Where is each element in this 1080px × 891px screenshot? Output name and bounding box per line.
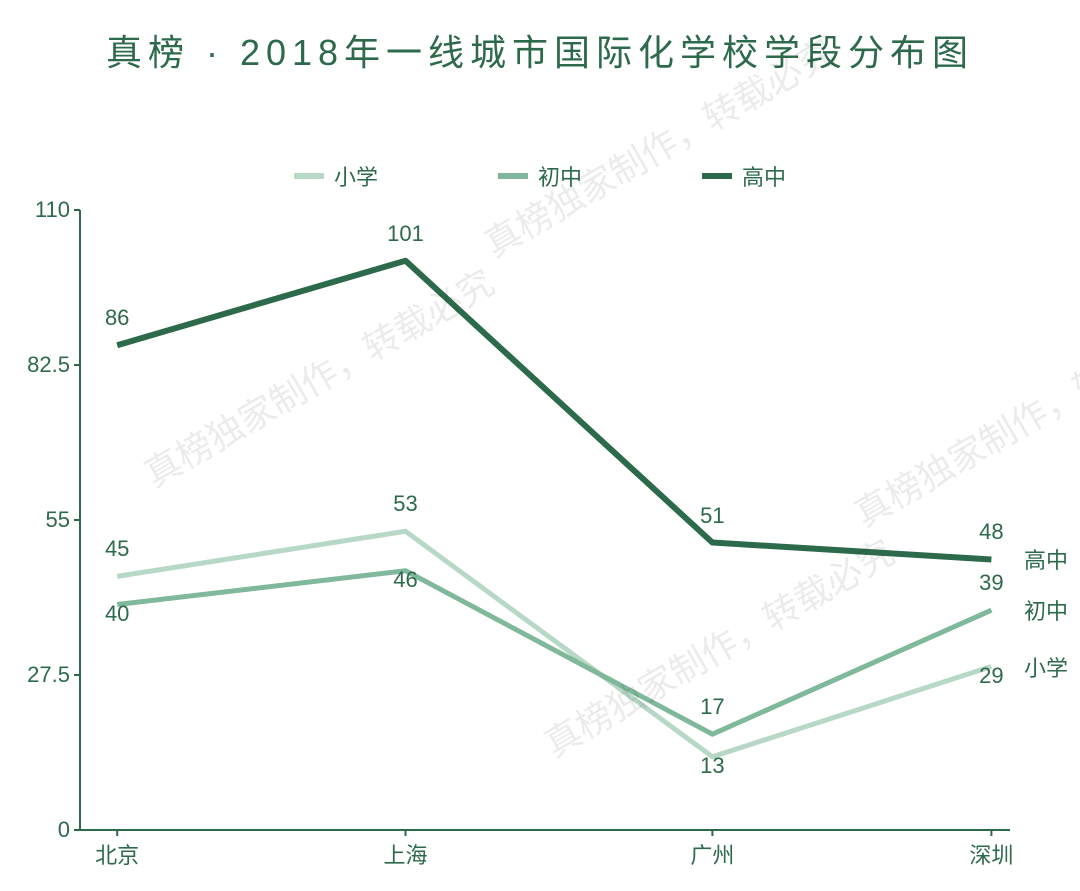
data-label: 13	[700, 753, 724, 779]
legend-item: 小学	[294, 160, 378, 192]
y-axis-tick: 82.5	[10, 352, 70, 378]
y-axis-tick: 55	[10, 507, 70, 533]
data-label: 17	[700, 694, 724, 720]
x-axis-tick: 深圳	[969, 838, 1013, 870]
series-end-label: 高中	[1024, 543, 1068, 575]
y-axis-tick: 110	[10, 197, 70, 223]
data-label: 86	[105, 305, 129, 331]
data-label: 53	[393, 491, 417, 517]
legend: 小学 初中 高中	[0, 160, 1080, 192]
legend-swatch	[498, 173, 528, 179]
data-label: 48	[979, 519, 1003, 545]
data-label: 29	[979, 663, 1003, 689]
data-label: 51	[700, 503, 724, 529]
data-label: 39	[979, 570, 1003, 596]
legend-item: 高中	[702, 160, 786, 192]
data-label: 40	[105, 601, 129, 627]
axes	[80, 210, 1010, 830]
x-axis-tick: 上海	[383, 838, 427, 870]
legend-label: 高中	[742, 160, 786, 192]
series-end-label: 初中	[1024, 594, 1068, 626]
legend-swatch	[294, 173, 324, 179]
data-label: 45	[105, 536, 129, 562]
y-axis-tick: 27.5	[10, 662, 70, 688]
y-axis-tick: 0	[10, 817, 70, 843]
data-label: 101	[387, 221, 424, 247]
data-label: 46	[393, 567, 417, 593]
chart-plot-area: 027.55582.5110北京上海广州深圳455313294046173986…	[80, 210, 1010, 830]
x-axis-tick: 广州	[690, 838, 734, 870]
legend-swatch	[702, 173, 732, 179]
x-axis-tick: 北京	[95, 838, 139, 870]
chart-title: 真榜 · 2018年一线城市国际化学校学段分布图	[0, 0, 1080, 76]
legend-label: 初中	[538, 160, 582, 192]
legend-item: 初中	[498, 160, 582, 192]
series-end-label: 小学	[1024, 651, 1068, 683]
legend-label: 小学	[334, 160, 378, 192]
series-line	[117, 261, 991, 560]
chart-svg	[80, 210, 1010, 830]
series-line	[117, 531, 991, 756]
